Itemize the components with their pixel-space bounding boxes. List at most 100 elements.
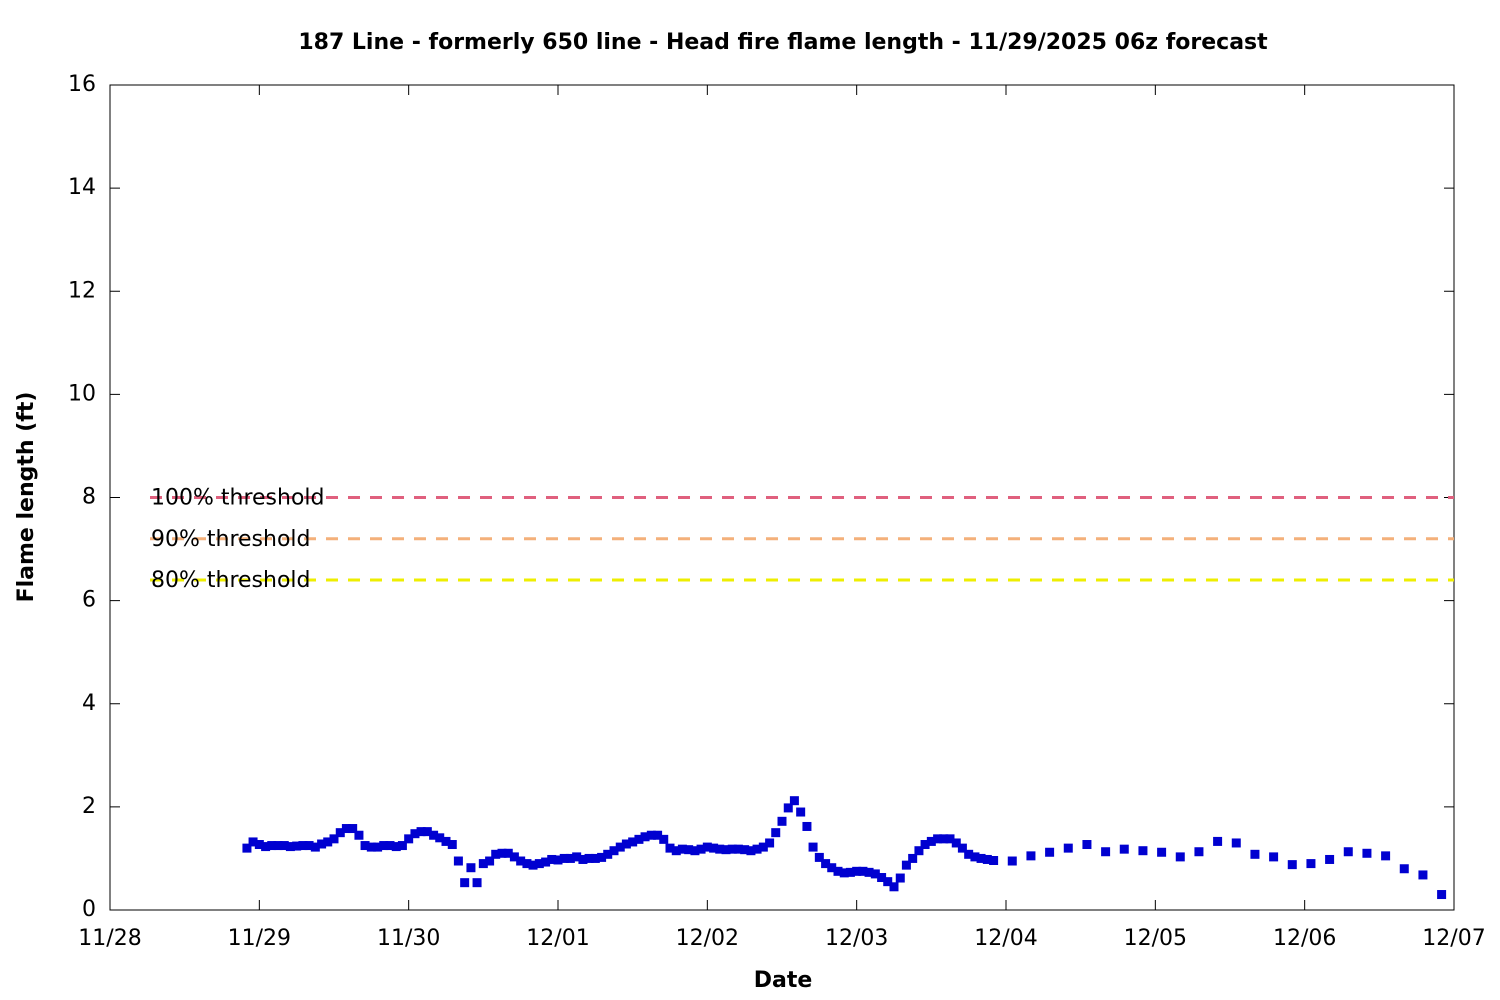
data-point xyxy=(752,844,762,854)
data-point xyxy=(914,846,924,856)
data-point xyxy=(684,845,694,855)
data-point xyxy=(777,816,787,826)
data-point xyxy=(621,839,631,849)
data-point xyxy=(646,830,656,840)
data-point xyxy=(317,839,327,849)
data-point xyxy=(1399,864,1409,874)
data-point xyxy=(391,842,401,852)
data-point xyxy=(628,837,638,847)
y-axis-label: Flame length (ft) xyxy=(14,392,39,603)
data-point xyxy=(1437,890,1447,900)
data-point xyxy=(945,834,955,844)
x-tick-label: 12/03 xyxy=(825,926,888,951)
data-point xyxy=(584,853,594,863)
data-point xyxy=(559,853,569,863)
data-point xyxy=(926,836,936,846)
data-point xyxy=(908,853,918,863)
x-tick-label: 12/06 xyxy=(1273,926,1336,951)
data-point xyxy=(659,834,669,844)
data-point xyxy=(852,866,862,876)
y-tick-label: 8 xyxy=(82,485,96,510)
data-point xyxy=(740,845,750,855)
data-point xyxy=(1343,847,1353,857)
threshold-label: 90% threshold xyxy=(151,527,311,552)
y-tick-label: 4 xyxy=(82,691,96,716)
data-point xyxy=(261,842,271,852)
data-point xyxy=(553,855,563,865)
data-point xyxy=(677,844,687,854)
data-point xyxy=(827,863,837,873)
data-point xyxy=(727,844,737,854)
data-point xyxy=(279,841,289,851)
data-point xyxy=(1157,847,1167,857)
data-point xyxy=(671,846,681,856)
data-point xyxy=(460,878,470,888)
data-point xyxy=(509,852,519,862)
data-point xyxy=(335,828,345,838)
data-point xyxy=(547,854,557,864)
data-point xyxy=(939,834,949,844)
data-point xyxy=(1250,849,1260,859)
data-point xyxy=(441,836,451,846)
data-point xyxy=(640,832,650,842)
data-point xyxy=(733,844,743,854)
data-point xyxy=(721,845,731,855)
data-point xyxy=(522,859,532,869)
data-point xyxy=(478,859,488,869)
x-tick-label: 12/04 xyxy=(974,926,1037,951)
data-point xyxy=(572,852,582,862)
data-point xyxy=(895,873,905,883)
data-point xyxy=(273,841,283,851)
data-point xyxy=(348,824,358,834)
data-point xyxy=(665,843,675,853)
y-tick-label: 10 xyxy=(68,381,96,406)
data-point xyxy=(746,846,756,856)
data-point xyxy=(982,854,992,864)
data-point xyxy=(292,841,302,851)
threshold-label: 100% threshold xyxy=(151,486,325,511)
data-point xyxy=(976,853,986,863)
data-point xyxy=(883,877,893,887)
data-point xyxy=(323,837,333,847)
y-tick-label: 6 xyxy=(82,588,96,613)
data-point xyxy=(379,841,389,851)
data-point xyxy=(516,856,526,866)
data-point xyxy=(702,842,712,852)
data-point xyxy=(497,848,507,858)
x-tick-label: 12/05 xyxy=(1124,926,1187,951)
data-point xyxy=(373,842,383,852)
data-point xyxy=(796,807,806,817)
data-point xyxy=(933,834,943,844)
data-point xyxy=(1119,844,1129,854)
data-point xyxy=(901,860,911,870)
data-point xyxy=(789,796,799,806)
data-point xyxy=(858,866,868,876)
data-point xyxy=(1381,851,1391,861)
x-tick-label: 11/30 xyxy=(377,926,440,951)
y-tick-label: 14 xyxy=(68,175,96,200)
data-point xyxy=(541,857,551,867)
data-point xyxy=(528,860,538,870)
data-point xyxy=(453,856,463,866)
y-tick-label: 2 xyxy=(82,794,96,819)
data-point xyxy=(447,840,457,850)
data-point xyxy=(696,844,706,854)
data-point xyxy=(603,849,613,859)
data-point xyxy=(802,821,812,831)
data-point xyxy=(758,842,768,852)
data-point xyxy=(410,829,420,839)
data-point xyxy=(845,867,855,877)
data-point xyxy=(491,849,501,859)
data-point xyxy=(310,842,320,852)
data-point xyxy=(1063,843,1073,853)
data-point xyxy=(435,833,445,843)
data-point xyxy=(814,852,824,862)
data-point xyxy=(285,842,295,852)
x-axis-label: Date xyxy=(754,968,813,993)
data-point xyxy=(416,827,426,837)
data-point xyxy=(709,843,719,853)
data-point xyxy=(609,846,619,856)
x-tick-label: 11/28 xyxy=(78,926,141,951)
y-tick-label: 0 xyxy=(82,897,96,922)
data-point xyxy=(920,840,930,850)
